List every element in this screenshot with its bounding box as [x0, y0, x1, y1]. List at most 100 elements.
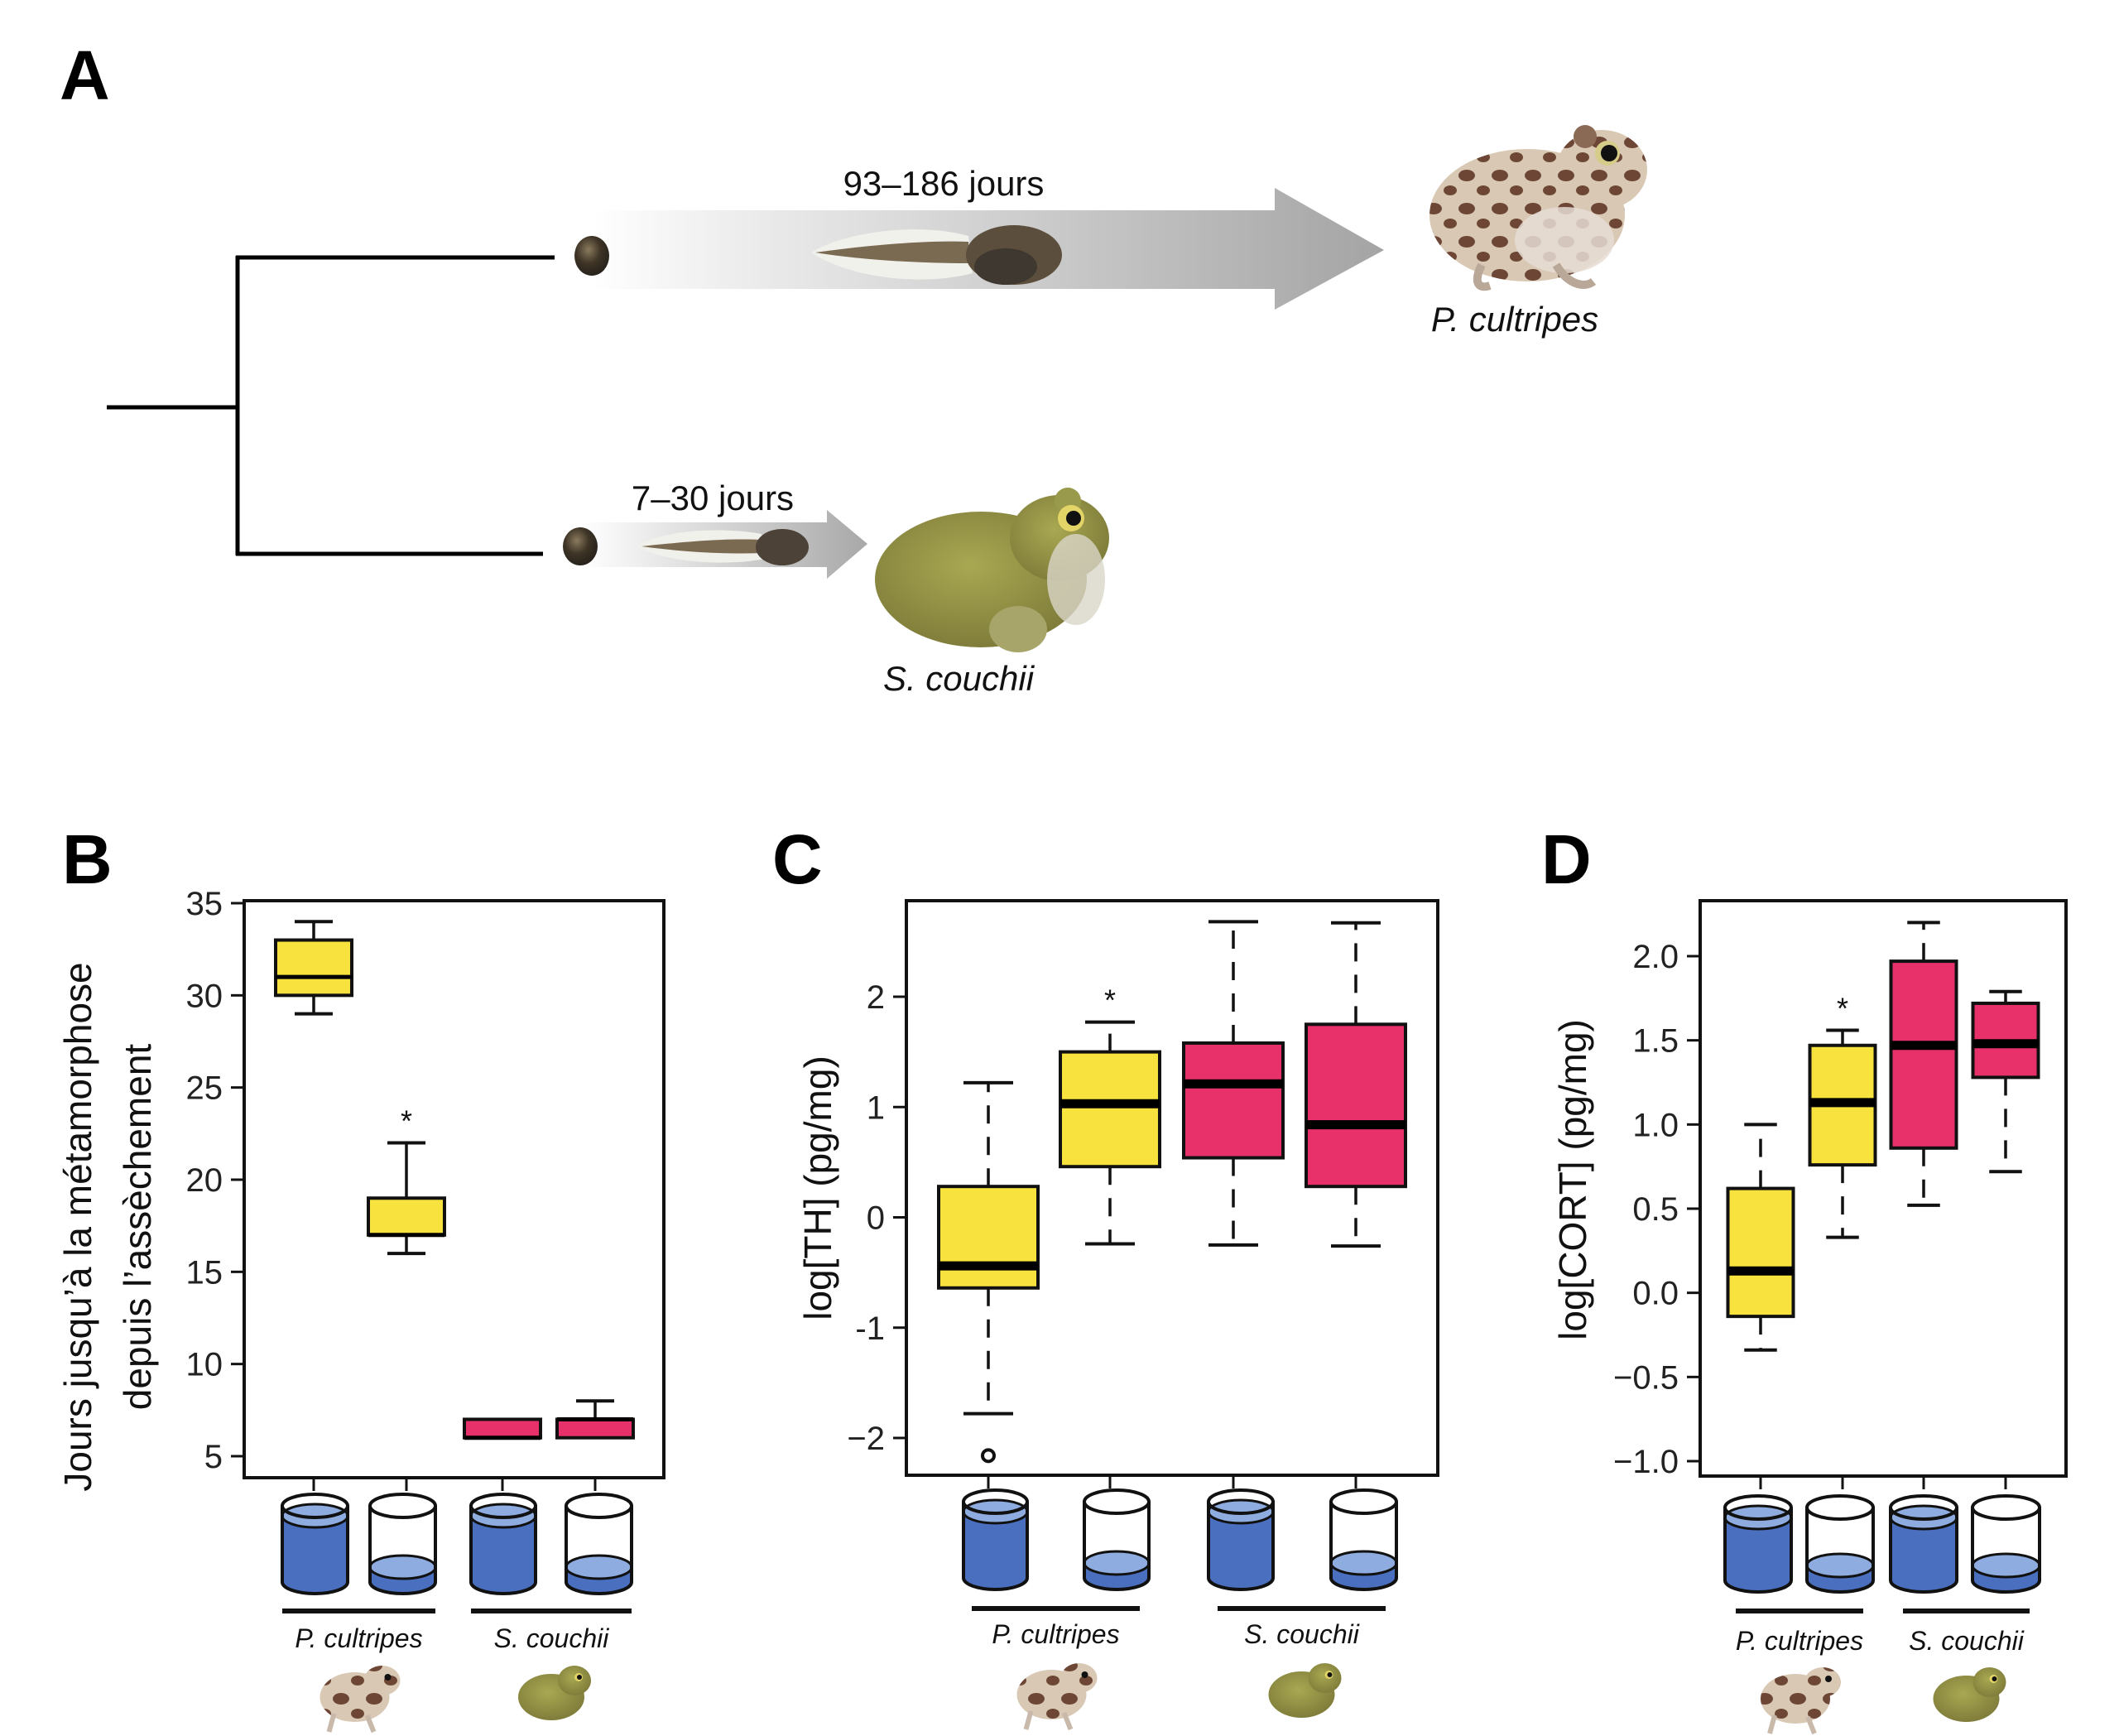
y-tick-label: 1 — [867, 1089, 885, 1126]
beaker-low-water-icon — [1083, 1488, 1151, 1591]
significance-star: * — [401, 1104, 412, 1137]
y-axis-title-b-line2: depuis l’assèchement — [116, 1044, 159, 1411]
box-iqr — [937, 1185, 1040, 1290]
box-1 — [937, 1080, 1040, 1464]
plot-frame — [905, 899, 1439, 1477]
y-tick-label: 30 — [186, 978, 223, 1014]
development-arrow-p-cultripes: 93–186 jours — [574, 164, 1384, 310]
y-tick-label: 0 — [867, 1200, 885, 1237]
egg-icon — [563, 527, 598, 565]
box-iqr — [1305, 1022, 1407, 1189]
panel-a: A 93–186 jours — [60, 36, 1647, 698]
tadpole-icon — [637, 529, 809, 565]
box-iqr — [1059, 1050, 1161, 1169]
frog-p-cultripes-icon — [320, 1666, 401, 1734]
box-iqr — [1726, 1186, 1795, 1319]
beaker-full-water-icon — [1889, 1494, 1958, 1594]
y-axis-title-c: log[TH] (pg/mg) — [796, 1056, 839, 1320]
box-3 — [463, 1417, 542, 1440]
box-1 — [274, 920, 353, 1016]
significance-star: * — [1104, 983, 1116, 1017]
group-label: P. cultripes — [295, 1623, 422, 1653]
group-label: S. couchii — [1909, 1626, 2025, 1656]
box-1 — [1726, 1123, 1795, 1352]
box-4 — [1305, 921, 1407, 1248]
box-iqr — [555, 1417, 635, 1440]
box-iqr — [367, 1196, 446, 1237]
boxplot-d: −1.0 −0.5 0.0 0.5 1.0 1.5 2.0 * P. cultripes S. c… — [1613, 899, 2068, 1735]
y-axis-title-d: log[CORT] (pg/mg) — [1551, 1019, 1594, 1340]
frog-s-couchii-icon — [518, 1666, 591, 1720]
box-3 — [1182, 920, 1285, 1247]
tadpole-icon — [811, 225, 1062, 285]
boxplot-b: 5 10 15 20 25 30 35 * P. cultripes S. couchii — [186, 886, 665, 1734]
plot-frame — [243, 899, 665, 1479]
box-iqr — [463, 1417, 542, 1440]
y-tick-label: −1.0 — [1613, 1444, 1679, 1480]
frog-p-cultripes-icon — [1429, 125, 1647, 291]
panel-letter-c: C — [772, 820, 823, 898]
group-label: S. couchii — [1244, 1619, 1360, 1649]
box-2: * — [1808, 991, 1877, 1239]
box-2: * — [367, 1104, 446, 1256]
y-tick-label: 25 — [186, 1070, 223, 1107]
frog-p-cultripes-icon — [1016, 1663, 1098, 1731]
beaker-low-water-icon — [1805, 1494, 1875, 1594]
panel-letter-b: B — [62, 820, 113, 898]
group-label: S. couchii — [494, 1623, 610, 1653]
y-tick-label: 10 — [186, 1347, 223, 1383]
boxplot-c: −2 -1 0 1 2 * P. cultripes S. couchii — [847, 899, 1439, 1731]
plot-frame — [1699, 899, 2068, 1478]
y-tick-label: 0.5 — [1632, 1191, 1679, 1228]
y-tick-label: 1.5 — [1632, 1023, 1679, 1060]
egg-icon — [574, 236, 609, 276]
y-tick-label: -1 — [855, 1310, 885, 1347]
panel-letter-a: A — [60, 36, 110, 114]
panel-letter-d: D — [1541, 820, 1592, 898]
panel-c: C log[TH] (pg/mg) −2 -1 0 1 2 * P. cultripes S.… — [772, 820, 1439, 1731]
y-tick-label: 1.0 — [1632, 1107, 1679, 1143]
beaker-full-water-icon — [469, 1493, 537, 1595]
significance-star: * — [1837, 991, 1848, 1025]
y-tick-label: 2 — [867, 979, 885, 1016]
y-tick-label: 20 — [186, 1162, 223, 1199]
beaker-full-water-icon — [281, 1493, 349, 1595]
duration-label-s-couchii: 7–30 jours — [632, 478, 794, 517]
group-label: P. cultripes — [992, 1619, 1119, 1649]
box-iqr — [274, 938, 353, 998]
panel-b: B Jours jusqu’à la métamorphose depuis l… — [56, 820, 665, 1734]
beaker-full-water-icon — [1207, 1488, 1275, 1591]
beaker-full-water-icon — [1723, 1494, 1793, 1594]
development-arrow-s-couchii: 7–30 jours — [563, 478, 867, 579]
outlier-point — [981, 1448, 996, 1464]
group-label: P. cultripes — [1736, 1626, 1863, 1656]
beaker-full-water-icon — [962, 1488, 1029, 1591]
box-iqr — [1889, 959, 1958, 1150]
beaker-low-water-icon — [1329, 1488, 1398, 1591]
box-iqr — [1182, 1041, 1285, 1160]
frog-s-couchii-icon — [1268, 1663, 1342, 1718]
frog-s-couchii-icon — [875, 488, 1109, 652]
y-tick-label: 0.0 — [1632, 1276, 1679, 1312]
box-3 — [1889, 921, 1958, 1207]
box-4 — [1971, 989, 2040, 1174]
y-tick-label: 15 — [186, 1254, 223, 1291]
y-tick-label: −2 — [847, 1421, 885, 1457]
box-2: * — [1059, 983, 1161, 1246]
y-tick-label: 5 — [204, 1439, 223, 1475]
duration-label-p-cultripes: 93–186 jours — [843, 164, 1045, 203]
y-tick-label: −0.5 — [1613, 1359, 1679, 1396]
beaker-low-water-icon — [565, 1493, 633, 1595]
beaker-low-water-icon — [1971, 1494, 2041, 1594]
panel-d: D log[CORT] (pg/mg) −1.0 −0.5 0.0 0.5 1.0 1.5… — [1541, 820, 2068, 1735]
y-axis-title-b-line1: Jours jusqu’à la métamorphose — [56, 962, 99, 1491]
y-tick-label: 2.0 — [1632, 939, 1679, 975]
beaker-low-water-icon — [368, 1493, 437, 1595]
phylogeny-tree — [107, 255, 555, 556]
species-label-p-cultripes: P. cultripes — [1431, 300, 1598, 339]
frog-p-cultripes-icon — [1761, 1667, 1841, 1735]
y-tick-label: 35 — [186, 886, 223, 922]
species-label-s-couchii: S. couchii — [883, 659, 1035, 698]
frog-s-couchii-icon — [1933, 1667, 2006, 1722]
